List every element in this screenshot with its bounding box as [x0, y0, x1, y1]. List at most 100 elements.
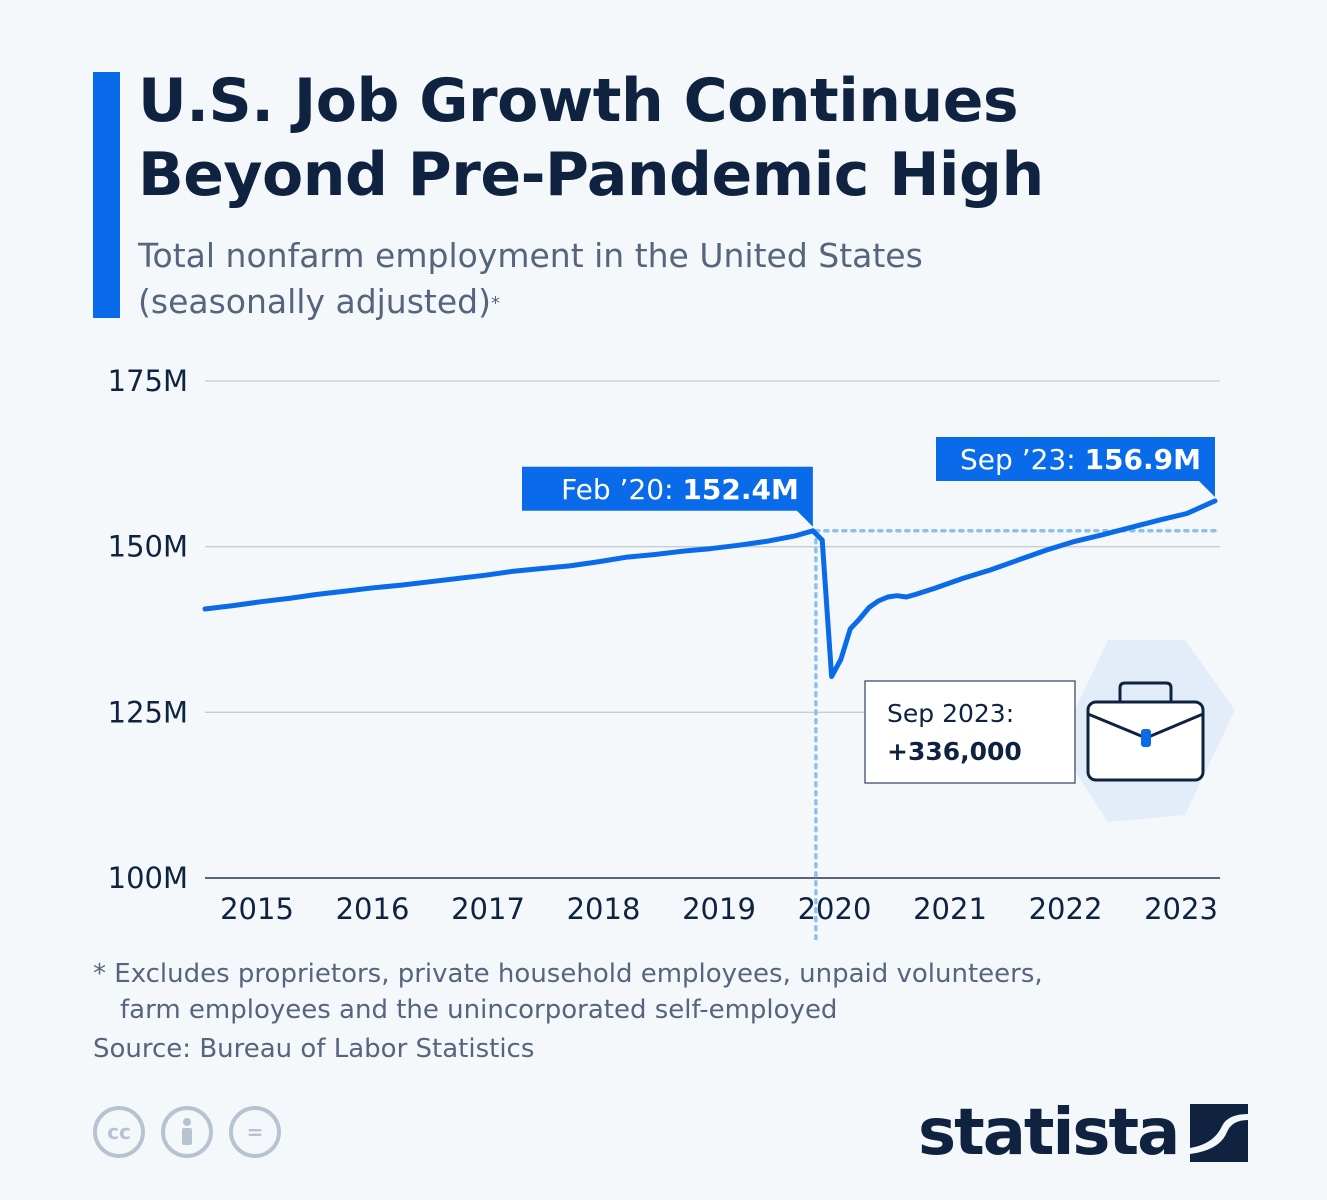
page-title: U.S. Job Growth Continues Beyond Pre-Pan…: [138, 64, 1238, 212]
data-point: [961, 576, 964, 580]
data-point: [1045, 548, 1049, 552]
data-point: [596, 560, 600, 564]
data-point: [259, 600, 263, 604]
title-line-1: U.S. Job Growth Continues: [138, 66, 1019, 136]
footnote-line-1: * Excludes proprietors, private househol…: [93, 959, 1043, 989]
brand-name: statista: [918, 1096, 1180, 1170]
reference-lines: [814, 529, 1222, 940]
by-icon[interactable]: [161, 1106, 213, 1158]
data-point: [680, 549, 684, 553]
footnote-line-2: farm employees and the unincorporated se…: [120, 995, 838, 1025]
callout-box: [864, 680, 1076, 784]
x-tick-label: 2017: [451, 892, 525, 926]
data-point: [811, 529, 815, 533]
footnote: * Excludes proprietors, private househol…: [93, 956, 1193, 1028]
statista-logo[interactable]: statista: [918, 1096, 1249, 1170]
subtitle-line-2-text: (seasonally adjusted): [138, 282, 491, 321]
y-axis-labels: 100M 125M 150M 175M: [108, 364, 188, 895]
x-tick-label: 2018: [567, 892, 641, 926]
cc-icon[interactable]: cc: [93, 1106, 145, 1158]
source-text: Source: Bureau of Labor Statistics: [93, 1034, 535, 1064]
data-point: [848, 627, 852, 631]
title-accent-bar: [93, 72, 120, 318]
x-tick-label: 2016: [336, 892, 410, 926]
person-glyph: [182, 1118, 192, 1145]
data-point: [624, 555, 628, 559]
subtitle-line-1: Total nonfarm employment in the United S…: [138, 236, 923, 275]
briefcase-icon: [1086, 681, 1205, 782]
x-tick-label: 2021: [913, 892, 987, 926]
data-point: [876, 599, 880, 603]
title-line-2: Beyond Pre-Pandemic High: [138, 140, 1044, 210]
data-point: [540, 567, 544, 571]
data-point: [399, 583, 403, 587]
callout-label: Sep 2023:: [887, 699, 1014, 728]
x-tick-label: 2020: [798, 892, 872, 926]
data-point: [858, 617, 862, 621]
data-point: [895, 594, 899, 598]
callout-value: +336,000: [887, 737, 1022, 766]
annotation-feb-20-text: Feb ’20: 152.4M: [561, 473, 799, 506]
data-point: [231, 604, 235, 608]
nd-icon[interactable]: =: [229, 1106, 281, 1158]
data-point: [839, 657, 843, 661]
annotation-sep-23: Sep ’23: 156.9M: [936, 436, 1215, 497]
data-point: [1073, 539, 1077, 543]
x-tick-label: 2019: [682, 892, 756, 926]
statista-logo-mark: [1190, 1104, 1249, 1162]
data-point: [343, 589, 347, 593]
employment-series-line: [202, 498, 1218, 679]
x-tick-label: 2015: [220, 892, 294, 926]
data-point: [427, 580, 431, 584]
x-tick-label: 2023: [1144, 892, 1218, 926]
line-chart: 100M 125M 150M 175M 2015 2016 2017 2018 2019 202…: [108, 364, 1235, 940]
y-tick-label: 175M: [108, 364, 188, 398]
data-point: [886, 595, 890, 599]
data-point: [203, 607, 207, 611]
subtitle-line-2: (seasonally adjusted)*: [138, 279, 1188, 325]
data-point: [820, 538, 824, 542]
annotation-feb-20-prefix: Feb ’20:: [561, 473, 682, 506]
data-point: [708, 547, 712, 551]
data-point: [287, 596, 291, 600]
data-point: [315, 592, 319, 596]
data-point: [1101, 533, 1105, 537]
data-point: [904, 595, 908, 599]
data-point: [652, 553, 656, 557]
callout-group: Sep 2023: +336,000: [864, 640, 1235, 822]
data-point: [989, 568, 993, 572]
data-point: [736, 543, 740, 547]
y-tick-label: 100M: [108, 861, 188, 895]
annotation-sep-23-prefix: Sep ’23:: [960, 443, 1085, 476]
data-point: [484, 573, 488, 577]
briefcase-handle: [1118, 681, 1173, 702]
x-axis-labels: 2015 2016 2017 2018 2019 2020 2021 2022 2023: [220, 892, 1218, 926]
data-point: [456, 576, 459, 580]
data-point: [867, 606, 871, 610]
data-point: [792, 534, 796, 538]
data-points: [203, 499, 1217, 679]
data-point: [1185, 512, 1189, 516]
data-point: [932, 586, 936, 590]
annotation-sep-23-text: Sep ’23: 156.9M: [960, 443, 1201, 476]
annotation-feb-20: Feb ’20: 152.4M: [522, 466, 813, 527]
data-point: [1129, 525, 1133, 529]
annotation-feb-20-box: [522, 466, 813, 527]
data-point: [371, 586, 375, 590]
data-point: [764, 539, 768, 543]
data-point: [914, 592, 918, 596]
data-point: [1017, 558, 1021, 562]
briefcase-clasp: [1141, 729, 1151, 747]
annotation-feb-20-value: 152.4M: [682, 473, 798, 506]
data-point: [512, 569, 516, 573]
data-point: [1213, 499, 1217, 503]
data-point: [1157, 518, 1161, 522]
page-subtitle: Total nonfarm employment in the United S…: [138, 233, 1188, 325]
license-icons: cc =: [93, 1106, 281, 1158]
annotation-sep-23-value: 156.9M: [1085, 443, 1201, 476]
data-point: [830, 675, 834, 679]
annotation-sep-23-box: [936, 436, 1215, 497]
y-tick-label: 150M: [108, 530, 188, 564]
y-tick-label: 125M: [108, 695, 188, 729]
data-point: [568, 564, 572, 568]
